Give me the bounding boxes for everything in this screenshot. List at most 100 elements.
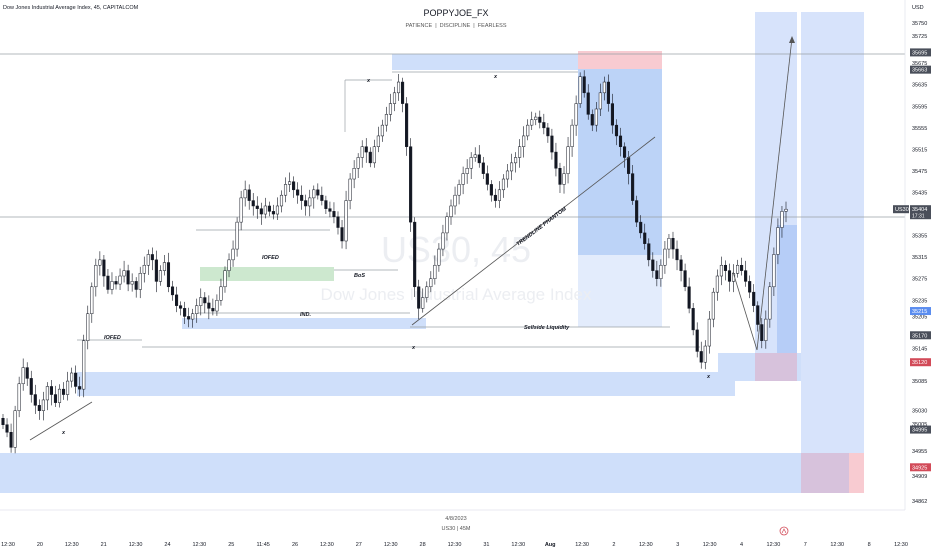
svg-text:35170: 35170 (912, 333, 927, 339)
candle (461, 166, 465, 195)
candle (727, 263, 732, 292)
trendline-phantom (411, 136, 656, 326)
candle (231, 240, 235, 267)
candle (719, 256, 723, 286)
price-tag: 35215 (910, 307, 931, 316)
candle (114, 276, 118, 290)
candle (138, 266, 142, 299)
candle (618, 127, 623, 157)
candle (5, 418, 9, 438)
candle (219, 278, 223, 306)
price-tick-label: 35315 (912, 255, 927, 261)
candle (356, 153, 360, 178)
candle (304, 194, 308, 216)
candle (760, 318, 764, 349)
tradingview-logo-icon[interactable] (779, 526, 789, 536)
candle (554, 142, 558, 177)
zone-ind-blue (182, 318, 426, 329)
symbol-line[interactable]: Dow Jones Industrial Average Index, 45, … (3, 5, 139, 11)
candle (772, 247, 776, 296)
label-x-5: x (706, 374, 711, 380)
zone-long-inner (777, 225, 797, 353)
footer-date: 4/8/2023 (445, 516, 466, 522)
candle (126, 264, 130, 292)
time-tick-label: 12:30 (639, 542, 653, 548)
author-tagline: PATIENCE | DISCIPLINE | FEARLESS (405, 23, 506, 29)
candle (610, 93, 614, 134)
zone-long2-blue (801, 12, 864, 453)
candles-layer (1, 70, 788, 454)
candle (514, 152, 518, 173)
time-tick-label: 12:30 (192, 542, 206, 548)
candle (130, 273, 134, 292)
candle (437, 243, 441, 272)
candle (659, 259, 663, 287)
candle (651, 252, 655, 278)
price-tick-label: 35205 (912, 314, 927, 320)
time-tick-label: 12:30 (384, 542, 398, 548)
svg-text:US30: US30 (895, 207, 909, 213)
candle (154, 250, 158, 293)
price-axis[interactable]: USD 35750 35725 35675 35635 35595 35555 35515 3… (893, 0, 932, 550)
candle (271, 204, 275, 220)
candle (675, 240, 679, 271)
candle (336, 211, 340, 235)
candle (170, 280, 175, 301)
candle (368, 147, 372, 168)
candle (344, 190, 348, 250)
candle (158, 265, 162, 286)
candle (239, 190, 243, 231)
candle (509, 153, 514, 181)
candle (469, 152, 473, 180)
candle (187, 307, 191, 328)
candle (530, 111, 534, 130)
candle (288, 172, 292, 192)
candle (332, 202, 336, 224)
candle (150, 247, 154, 271)
candle (259, 202, 263, 225)
candle (602, 76, 606, 101)
candle (425, 281, 429, 303)
candle (497, 181, 501, 209)
time-axis[interactable]: 4/8/2023 US30 | 45M 12:30 20 12:30 21 12:30 2… (0, 509, 908, 548)
time-tick-label: 7 (804, 542, 807, 548)
candle (134, 277, 138, 298)
time-tick-label: 8 (868, 542, 871, 548)
zone-bos-green (200, 267, 334, 281)
candle (324, 195, 328, 215)
candle (25, 362, 29, 386)
candle (376, 126, 380, 153)
candle (320, 186, 324, 206)
candle (243, 180, 247, 207)
candle (9, 423, 13, 453)
candle (606, 74, 610, 112)
candle (542, 113, 546, 135)
label-x-2: x (493, 74, 498, 80)
candle (538, 110, 542, 129)
time-tick-label: 2 (612, 542, 615, 548)
price-tick-label: 34862 (912, 499, 927, 505)
label-x-4: x (61, 430, 66, 436)
price-tick-label: 35275 (912, 277, 927, 283)
candle (94, 258, 98, 297)
time-tick-label: 31 (483, 542, 489, 548)
trendline-left (29, 401, 93, 441)
candle (699, 341, 703, 369)
label-sellside: Sellside Liquidity (524, 325, 570, 331)
label-x-3: x (411, 345, 416, 351)
svg-text:34925: 34925 (912, 465, 927, 471)
projection-arrowhead (789, 36, 795, 43)
candle (647, 238, 651, 267)
time-tick-label: 21 (101, 542, 107, 548)
time-tick-label: 12:30 (830, 542, 844, 548)
candle (166, 252, 171, 293)
candle (449, 199, 453, 225)
candle (195, 298, 199, 323)
candle (292, 176, 296, 198)
time-tick-label: 25 (228, 542, 234, 548)
svg-text:35120: 35120 (912, 360, 927, 366)
candle (98, 251, 102, 276)
candle (473, 147, 477, 162)
